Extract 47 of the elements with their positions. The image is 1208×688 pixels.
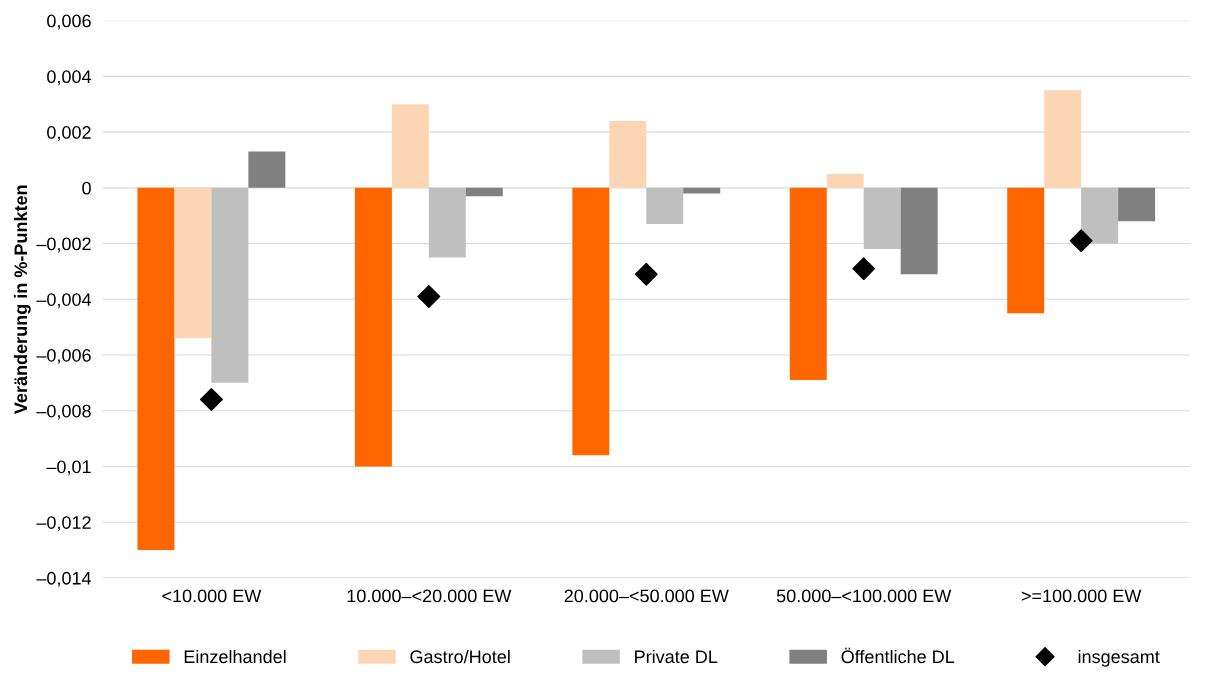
x-tick-label: 10.000–<20.000 EW bbox=[347, 589, 512, 603]
bar bbox=[683, 187, 721, 194]
point bbox=[634, 262, 658, 286]
bar bbox=[428, 187, 466, 258]
y-tick-label: –0,006 bbox=[36, 348, 91, 364]
bar bbox=[1044, 90, 1082, 188]
y-tick-label: –0,008 bbox=[36, 404, 91, 420]
bar bbox=[789, 187, 827, 381]
bar bbox=[1081, 187, 1119, 244]
bar bbox=[646, 187, 684, 225]
bar bbox=[174, 187, 212, 339]
y-tick-label: 0 bbox=[82, 181, 91, 195]
y-tick-label: 0,002 bbox=[47, 126, 91, 141]
bar bbox=[1118, 187, 1156, 222]
legend-label: Gastro/Hotel bbox=[410, 649, 510, 664]
bar bbox=[572, 187, 610, 456]
bar bbox=[391, 104, 429, 188]
point bbox=[1069, 229, 1093, 253]
y-axis-title: Veränderung in %-Punkten bbox=[13, 185, 31, 415]
x-tick-label: 20.000–<50.000 EW bbox=[564, 589, 729, 603]
x-tick-label: >=100.000 EW bbox=[1021, 589, 1142, 603]
legend-label: Private DL bbox=[635, 649, 718, 664]
x-tick-label: 50.000–<100.000 EW bbox=[776, 589, 952, 603]
y-tick-label: –0,014 bbox=[36, 571, 92, 587]
bar bbox=[609, 120, 647, 188]
bar bbox=[1007, 187, 1045, 314]
y-tick-label: 0,006 bbox=[47, 14, 91, 30]
bar bbox=[137, 187, 175, 551]
point bbox=[417, 285, 441, 308]
bar bbox=[863, 187, 901, 250]
y-tick-label: –0,004 bbox=[36, 293, 92, 309]
bar bbox=[826, 173, 864, 188]
bar bbox=[211, 187, 249, 383]
bar bbox=[354, 187, 392, 467]
y-tick-label: –0,01 bbox=[46, 460, 91, 476]
y-tick-label: –0,002 bbox=[36, 237, 91, 253]
y-tick-label: 0,004 bbox=[47, 70, 92, 86]
x-tick-label: <10.000 EW bbox=[162, 589, 262, 603]
legend-label: insgesamt bbox=[1078, 649, 1160, 667]
bar bbox=[465, 187, 503, 197]
bar bbox=[900, 187, 938, 275]
bar bbox=[248, 151, 286, 188]
point bbox=[852, 257, 876, 281]
legend-label: Einzelhandel bbox=[184, 649, 286, 664]
point bbox=[199, 388, 223, 412]
y-tick-label: –0,012 bbox=[36, 516, 91, 532]
legend-label: Öffentliche DL bbox=[841, 647, 955, 664]
